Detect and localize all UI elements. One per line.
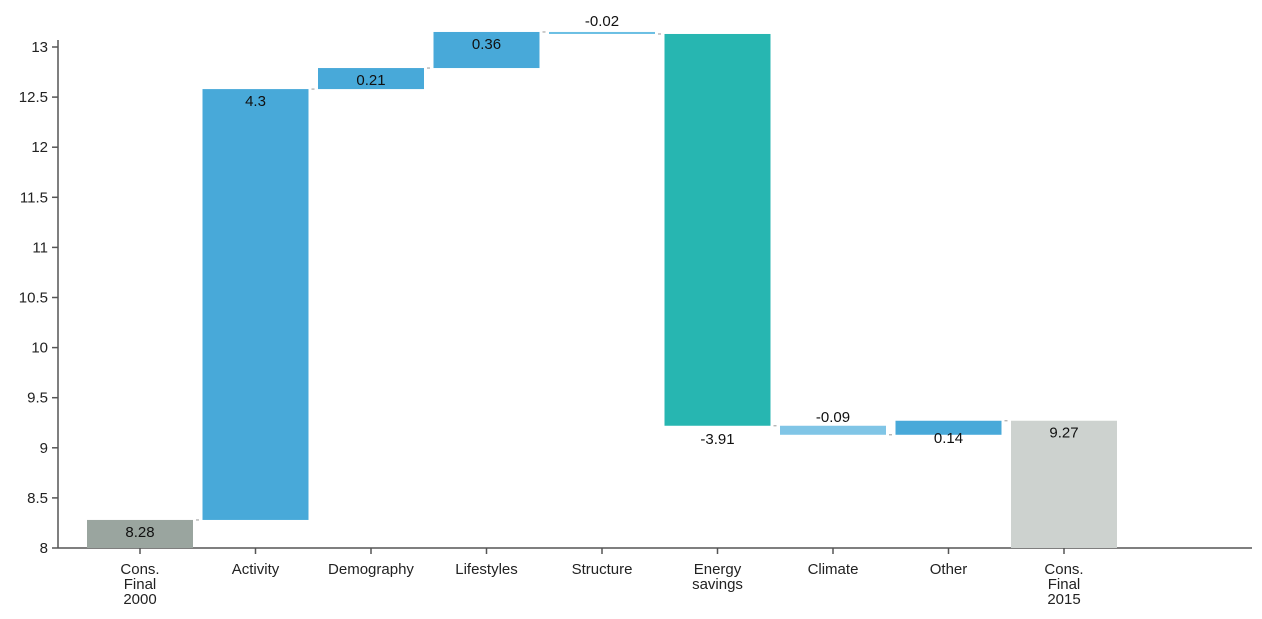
category-label: Climate bbox=[808, 561, 859, 578]
category-label: Other bbox=[930, 561, 968, 578]
bar bbox=[895, 420, 1002, 435]
bar bbox=[433, 31, 540, 69]
bars bbox=[87, 31, 1117, 548]
category-label: 2015 bbox=[1047, 591, 1080, 608]
y-axis: 8 8.5 9 9.5 10 10.5 11 11.5 12 12.5 13 bbox=[19, 39, 59, 557]
category-label: savings bbox=[692, 576, 743, 593]
value-label: 8.28 bbox=[125, 524, 154, 541]
value-label: 4.3 bbox=[245, 93, 266, 110]
y-tick-label: 10 bbox=[31, 340, 48, 357]
y-tick-label: 9 bbox=[40, 440, 48, 457]
y-tick-label: 10.5 bbox=[19, 290, 48, 307]
bar bbox=[318, 68, 424, 90]
bar bbox=[664, 33, 771, 426]
bar bbox=[1011, 420, 1117, 548]
bar bbox=[780, 425, 886, 435]
value-labels: 8.28 4.3 0.21 0.36 -0.02 -3.91 -0.09 0.14 9.27 bbox=[125, 13, 1078, 541]
bar bbox=[202, 89, 309, 520]
value-label: -0.09 bbox=[816, 409, 850, 426]
y-tick-label: 11 bbox=[32, 239, 48, 256]
category-label: Structure bbox=[572, 561, 633, 578]
connectors bbox=[196, 31, 1008, 521]
value-label: 0.21 bbox=[356, 72, 385, 89]
y-tick-label: 13 bbox=[31, 39, 48, 56]
category-label: Final bbox=[124, 576, 157, 593]
category-label: Activity bbox=[232, 561, 280, 578]
value-label: 0.14 bbox=[934, 430, 963, 447]
value-label: -0.02 bbox=[585, 13, 619, 30]
y-tick-label: 12.5 bbox=[19, 89, 48, 106]
bar bbox=[87, 519, 193, 548]
value-label: -3.91 bbox=[700, 431, 734, 448]
category-label: Final bbox=[1048, 576, 1081, 593]
category-label: Demography bbox=[328, 561, 414, 578]
category-label: Cons. bbox=[1044, 561, 1083, 578]
value-label: 0.36 bbox=[472, 36, 501, 53]
y-tick-label: 8 bbox=[40, 540, 48, 557]
x-axis bbox=[58, 547, 1252, 554]
category-label: Energy bbox=[694, 561, 742, 578]
bar bbox=[549, 31, 655, 34]
y-tick-label: 9.5 bbox=[27, 390, 48, 407]
y-tick-label: 8.5 bbox=[27, 490, 48, 507]
category-label: 2000 bbox=[123, 591, 156, 608]
y-tick-label: 11.5 bbox=[20, 189, 48, 206]
y-tick-label: 12 bbox=[31, 139, 48, 156]
value-label: 9.27 bbox=[1049, 425, 1078, 442]
category-label: Lifestyles bbox=[455, 561, 518, 578]
category-label: Cons. bbox=[120, 561, 159, 578]
